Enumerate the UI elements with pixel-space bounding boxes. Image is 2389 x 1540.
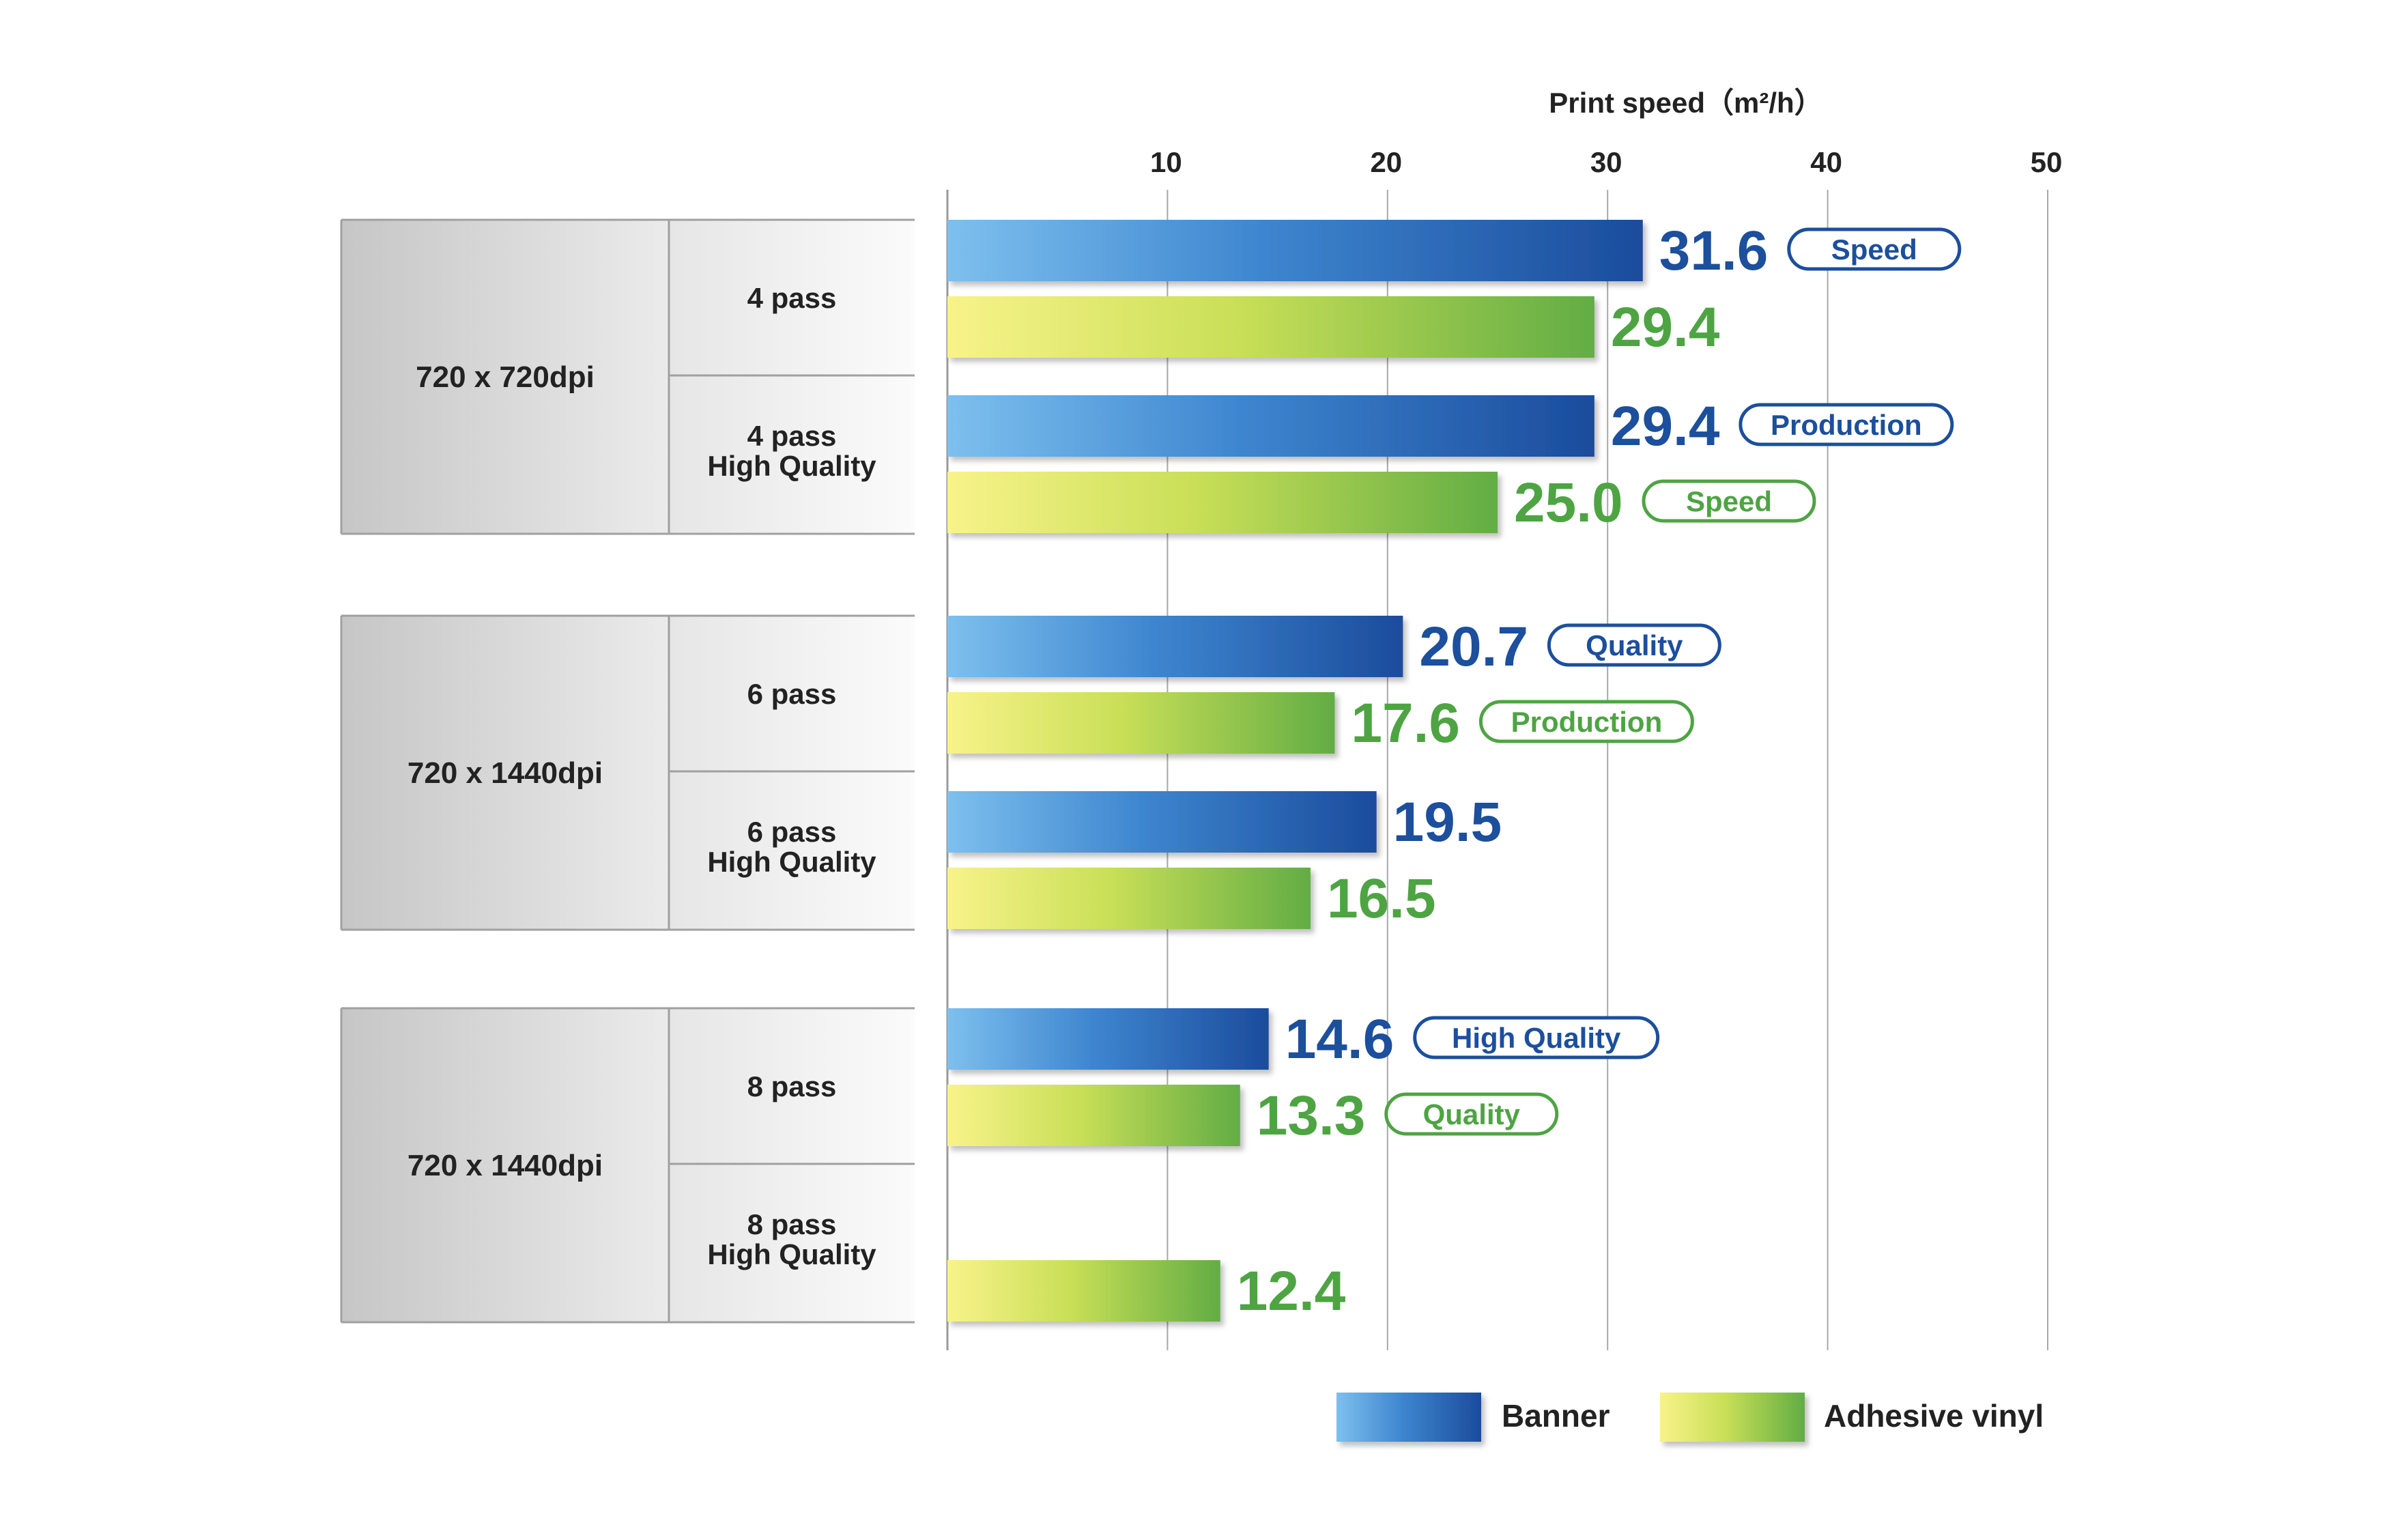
mode-cell xyxy=(669,616,915,930)
mode-cell xyxy=(669,220,915,534)
x-tick-label: 40 xyxy=(1810,146,1842,178)
legend-label: Banner xyxy=(1502,1398,1610,1434)
x-tick-label: 30 xyxy=(1590,146,1622,178)
mode-cell xyxy=(669,1008,915,1322)
legend-swatch-adhesive-vinyl xyxy=(1660,1393,1805,1442)
value-label: 16.5 xyxy=(1327,868,1436,930)
mode-label: 4 pass xyxy=(747,282,837,314)
legend: Banner Adhesive vinyl xyxy=(1336,1393,2044,1442)
mode-label: High Quality xyxy=(707,1238,876,1270)
mode-badge xyxy=(1547,623,1721,667)
mode-badge xyxy=(1642,479,1816,523)
x-axis: 10 20 30 40 50 xyxy=(946,146,2063,1350)
banner-bar xyxy=(947,791,1377,853)
value-label: 19.5 xyxy=(1393,791,1502,853)
adhesive-vinyl-bar xyxy=(947,692,1335,754)
resolution-label: 720 x 720dpi xyxy=(416,360,595,394)
mode-label: High Quality xyxy=(707,450,876,482)
mode-badge xyxy=(1478,700,1694,743)
mode-badge-label: Speed xyxy=(1831,233,1917,266)
resolution-label: 720 x 1440dpi xyxy=(407,1149,603,1182)
mode-badge-label: Production xyxy=(1511,706,1663,738)
x-tick-label: 20 xyxy=(1370,146,1402,178)
mode-badge xyxy=(1413,1016,1660,1059)
adhesive-vinyl-bar xyxy=(947,472,1498,533)
x-tick-label: 10 xyxy=(1150,146,1182,178)
legend-swatch-banner xyxy=(1336,1393,1481,1442)
value-label: 13.3 xyxy=(1257,1085,1366,1147)
mode-label: 4 pass xyxy=(747,420,837,452)
value-label: 31.6 xyxy=(1659,220,1769,282)
value-label: 20.7 xyxy=(1419,616,1528,678)
mode-badge-label: Production xyxy=(1771,409,1922,441)
banner-bar xyxy=(947,395,1594,457)
chart-title: Print speed（m²/h） xyxy=(1549,87,1822,119)
mode-label: 8 pass xyxy=(747,1070,837,1102)
mode-badge xyxy=(1739,403,1954,446)
value-label: 14.6 xyxy=(1285,1008,1394,1070)
mode-label: 6 pass xyxy=(747,816,837,848)
resolution-cell xyxy=(341,220,669,534)
adhesive-vinyl-bar xyxy=(947,296,1594,358)
value-label: 29.4 xyxy=(1611,395,1720,457)
resolution-cell xyxy=(341,1008,669,1322)
legend-label: Adhesive vinyl xyxy=(1824,1398,2044,1434)
mode-badge-label: Speed xyxy=(1686,485,1772,517)
mode-badge xyxy=(1384,1092,1559,1136)
resolution-label: 720 x 1440dpi xyxy=(407,756,603,790)
adhesive-vinyl-bar xyxy=(947,1085,1240,1146)
banner-bar xyxy=(947,1008,1269,1070)
mode-badge-label: Quality xyxy=(1586,629,1683,661)
adhesive-vinyl-bar xyxy=(947,1260,1220,1322)
adhesive-vinyl-bar xyxy=(947,868,1311,929)
resolution-cell xyxy=(341,616,669,930)
bars: 31.6 Speed 29.4 29.4 Production 25.0 Speed 20.7… xyxy=(947,220,1962,1322)
value-label: 25.0 xyxy=(1514,472,1623,534)
mode-label: High Quality xyxy=(707,846,876,878)
mode-label: 6 pass xyxy=(747,678,837,710)
banner-bar xyxy=(947,220,1643,281)
value-label: 29.4 xyxy=(1611,296,1720,358)
mode-badge-label: High Quality xyxy=(1452,1022,1621,1054)
banner-bar xyxy=(947,616,1403,677)
value-label: 17.6 xyxy=(1351,692,1460,754)
mode-badge xyxy=(1787,227,1962,271)
x-tick-label: 50 xyxy=(2031,146,2063,178)
mode-badge-label: Quality xyxy=(1423,1098,1521,1130)
mode-label: 8 pass xyxy=(747,1208,837,1240)
value-label: 12.4 xyxy=(1237,1260,1346,1322)
